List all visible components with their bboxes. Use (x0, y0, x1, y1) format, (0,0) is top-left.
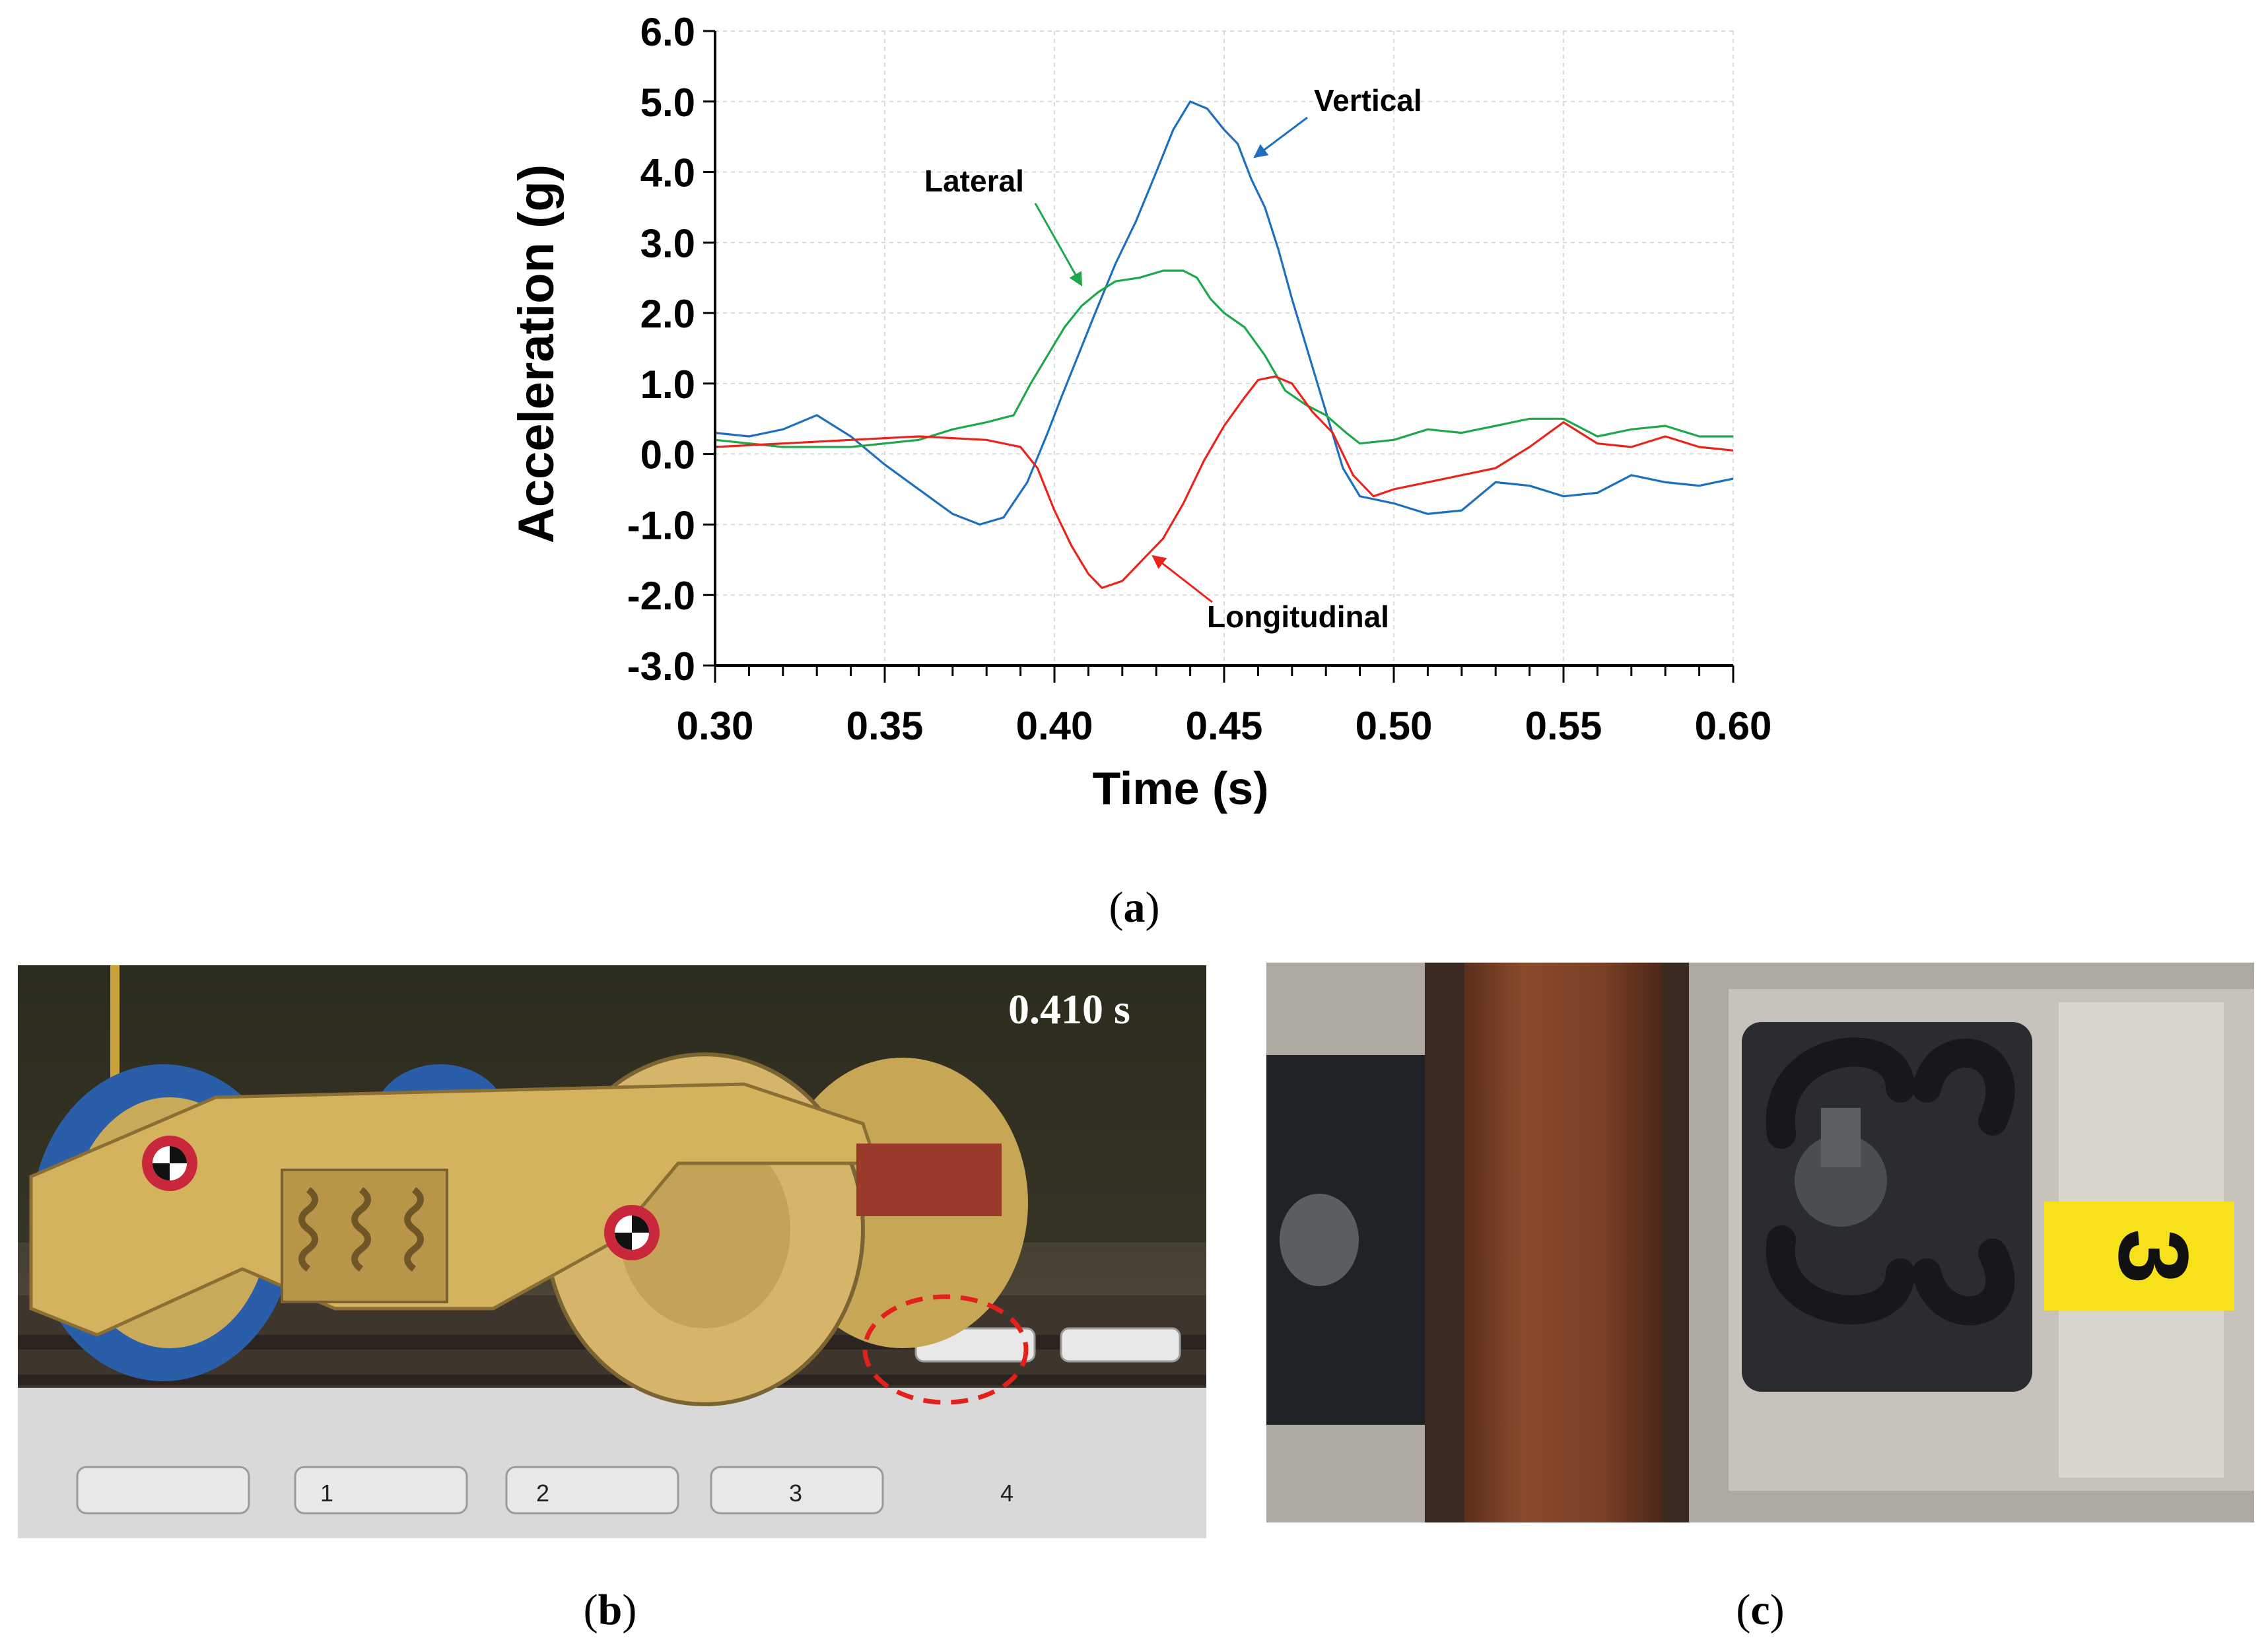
y-tick-label: -2.0 (627, 574, 695, 618)
y-tick-label: 3.0 (640, 221, 695, 265)
marker-number: 3 (2098, 1229, 2209, 1283)
caption-b: (b) (584, 1586, 637, 1634)
x-tick-label: 0.40 (1016, 704, 1093, 748)
y-tick-label: 1.0 (640, 362, 695, 407)
highlight-ellipse (862, 1294, 1029, 1405)
chart-axes (703, 30, 1735, 683)
x-tick-label: 0.35 (846, 704, 924, 748)
annotation-vertical: Vertical (1314, 83, 1422, 118)
bogie-photo: 1 2 3 4 0.410 s (18, 965, 1206, 1538)
fastener-photo: 3 (1266, 963, 2254, 1522)
sleeper-number-4: 4 (1000, 1480, 1014, 1507)
series-line-longitudinal (714, 375, 1734, 590)
y-tick-label: -3.0 (627, 644, 695, 689)
annotation-longitudinal-arrow (1151, 555, 1213, 603)
annotation-lateral: Lateral (924, 164, 1024, 198)
sleeper-number-3: 3 (789, 1480, 802, 1507)
annotation-longitudinal: Longitudinal (1207, 599, 1389, 634)
chart-series (714, 100, 1734, 590)
y-axis-label: Acceleration (g) (508, 164, 565, 543)
annotation-lateral-arrow (1034, 203, 1083, 287)
y-tick-label: -1.0 (627, 503, 695, 547)
series-line-vertical (714, 100, 1734, 526)
y-tick-label: 0.0 (640, 433, 695, 477)
sleeper-number-1: 1 (320, 1480, 333, 1507)
marker-plate (2044, 1202, 2234, 1311)
x-tick-label: 0.30 (677, 704, 754, 748)
y-tick-label: 2.0 (640, 292, 695, 336)
x-tick-label: 0.55 (1525, 704, 1602, 748)
y-tick-label: 6.0 (640, 10, 695, 54)
caption-a: (a) (1109, 883, 1160, 932)
x-axis-label: Time (s) (1092, 763, 1268, 814)
acceleration-chart: -3.0 -2.0 -1.0 0.0 1.0 2.0 3.0 4.0 5.0 6.0 0.30 0.3… (508, 10, 1771, 814)
y-tick-label: 5.0 (640, 81, 695, 125)
timestamp-label: 0.410 s (1008, 986, 1130, 1033)
x-tick-label: 0.60 (1695, 704, 1772, 748)
x-tick-label: 0.50 (1356, 704, 1433, 748)
chart-grid (715, 30, 1734, 666)
x-tick-label: 0.45 (1186, 704, 1263, 748)
annotation-vertical-arrow (1253, 116, 1308, 158)
chart-tick-labels: -3.0 -2.0 -1.0 0.0 1.0 2.0 3.0 4.0 5.0 6.0 0.30 0.3… (627, 10, 1772, 748)
y-tick-label: 4.0 (640, 151, 695, 195)
caption-c: (c) (1736, 1586, 1784, 1634)
sleeper-number-2: 2 (536, 1480, 549, 1507)
series-line-lateral (714, 269, 1733, 448)
